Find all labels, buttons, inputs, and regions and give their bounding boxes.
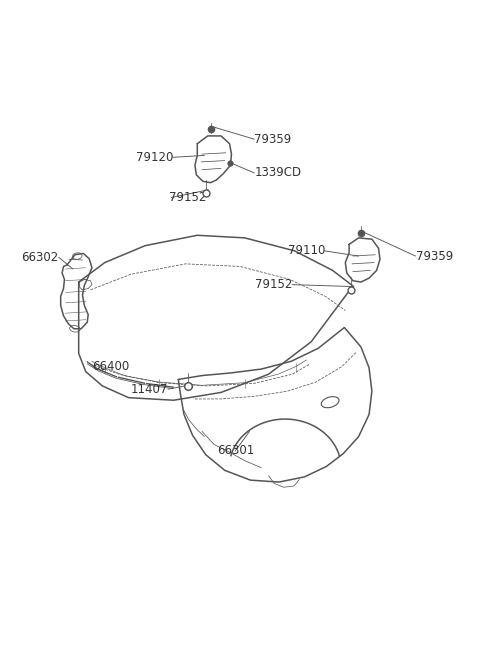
Text: 66301: 66301 [216, 444, 254, 457]
Text: 66302: 66302 [22, 251, 59, 264]
Text: 66400: 66400 [92, 360, 129, 373]
Ellipse shape [72, 253, 82, 259]
Text: 79120: 79120 [136, 151, 174, 164]
Text: 79359: 79359 [416, 250, 453, 263]
Text: 79110: 79110 [288, 244, 325, 257]
Ellipse shape [321, 397, 339, 407]
Text: 79359: 79359 [254, 133, 291, 145]
Text: 11407: 11407 [131, 383, 168, 396]
Text: 79152: 79152 [169, 191, 206, 204]
Text: 79152: 79152 [255, 278, 292, 291]
Text: 1339CD: 1339CD [254, 166, 301, 179]
Ellipse shape [70, 326, 80, 332]
